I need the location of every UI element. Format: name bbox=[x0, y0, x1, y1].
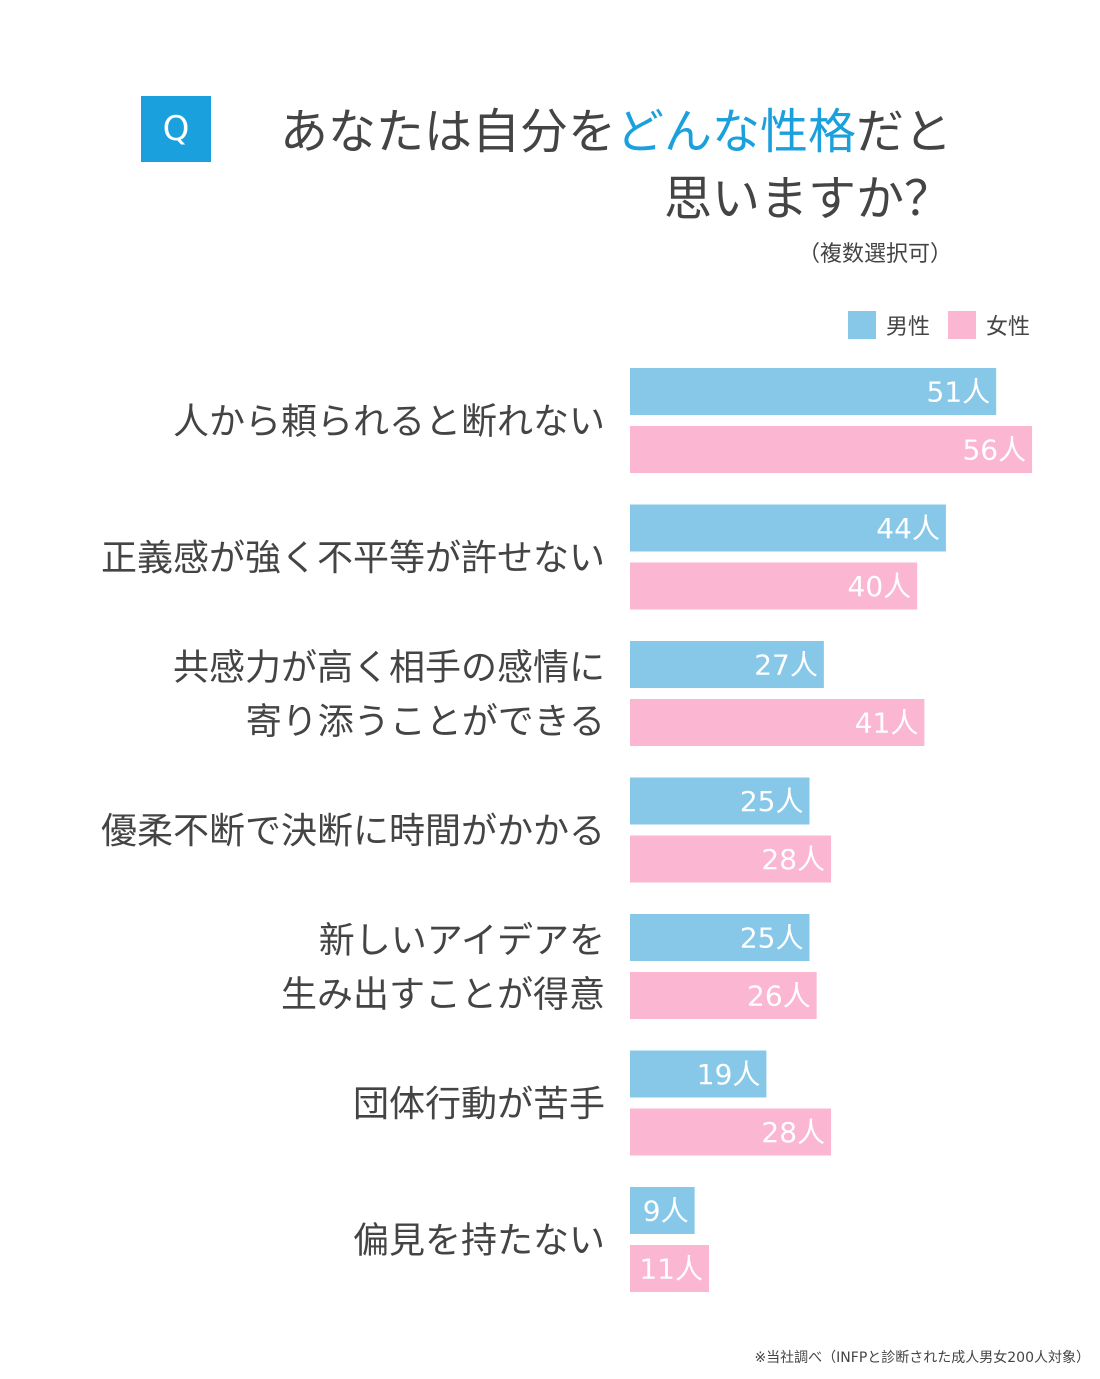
bar-male bbox=[630, 914, 810, 961]
bar-female bbox=[630, 1108, 832, 1156]
title-post: だと bbox=[855, 104, 952, 160]
category-label: 新しいアイデアを生み出すことが得意 bbox=[281, 921, 605, 1016]
legend-swatch-male bbox=[847, 311, 876, 339]
category-label: 人から頼られると断れない bbox=[173, 402, 605, 443]
bar-value-label: 40人 bbox=[848, 570, 912, 603]
bar-value-label: 25人 bbox=[740, 922, 804, 955]
bar-female bbox=[630, 699, 925, 746]
bar-female bbox=[630, 835, 832, 883]
bar-value-label: 11人 bbox=[639, 1253, 703, 1286]
bar-male bbox=[630, 641, 824, 688]
footnote: ※当社調べ（INFPと診断された成人男女200人対象） bbox=[754, 1350, 1090, 1366]
legend-swatch-female bbox=[947, 311, 976, 339]
legend-item-female: 女性 bbox=[947, 309, 1030, 341]
bar-female bbox=[630, 1245, 709, 1292]
multiple-choice-note: （複数選択可） bbox=[797, 242, 952, 267]
bar-male bbox=[630, 1187, 695, 1234]
bar-value-label: 27人 bbox=[754, 649, 818, 682]
category-label: 団体行動が苦手 bbox=[353, 1084, 605, 1125]
chart-legend: 男性 女性 bbox=[840, 310, 1030, 340]
question-badge: Q bbox=[141, 96, 211, 162]
bar-value-label: 28人 bbox=[761, 843, 825, 876]
bar-value-label: 51人 bbox=[927, 376, 991, 409]
bar-value-label: 28人 bbox=[761, 1116, 825, 1149]
legend-label-male: 男性 bbox=[885, 315, 930, 340]
question-title-line-2: 思いますか？ bbox=[663, 171, 952, 227]
title-pre: あなたは自分を bbox=[279, 104, 616, 160]
bar-female bbox=[630, 426, 1033, 473]
bar-value-label: 9人 bbox=[643, 1195, 689, 1228]
legend-item-male: 男性 bbox=[847, 309, 930, 341]
bar-value-label: 26人 bbox=[747, 980, 811, 1013]
category-label: 正義感が強く不平等が許せない bbox=[101, 538, 605, 579]
title-accent: どんな性格 bbox=[615, 104, 856, 160]
category-label: 共感力が高く相手の感情に寄り添うことができる bbox=[173, 648, 605, 743]
legend-label-female: 女性 bbox=[985, 315, 1030, 340]
bar-value-label: 56人 bbox=[962, 434, 1026, 467]
bar-female bbox=[630, 972, 817, 1019]
bar-female bbox=[630, 562, 918, 610]
bar-male bbox=[630, 368, 997, 415]
bar-value-label: 44人 bbox=[876, 512, 940, 545]
bar-male bbox=[630, 504, 946, 552]
bar-male bbox=[630, 1050, 767, 1098]
question-title-line-1: あなたは自分をどんな性格だと bbox=[280, 108, 952, 156]
bar-value-label: 25人 bbox=[740, 785, 804, 818]
bar-value-label: 41人 bbox=[855, 707, 919, 740]
bar-value-label: 19人 bbox=[697, 1058, 761, 1091]
category-label: 偏見を持たない bbox=[353, 1221, 605, 1262]
category-label: 優柔不断で決断に時間がかかる bbox=[101, 811, 605, 852]
bar-male bbox=[630, 777, 810, 825]
